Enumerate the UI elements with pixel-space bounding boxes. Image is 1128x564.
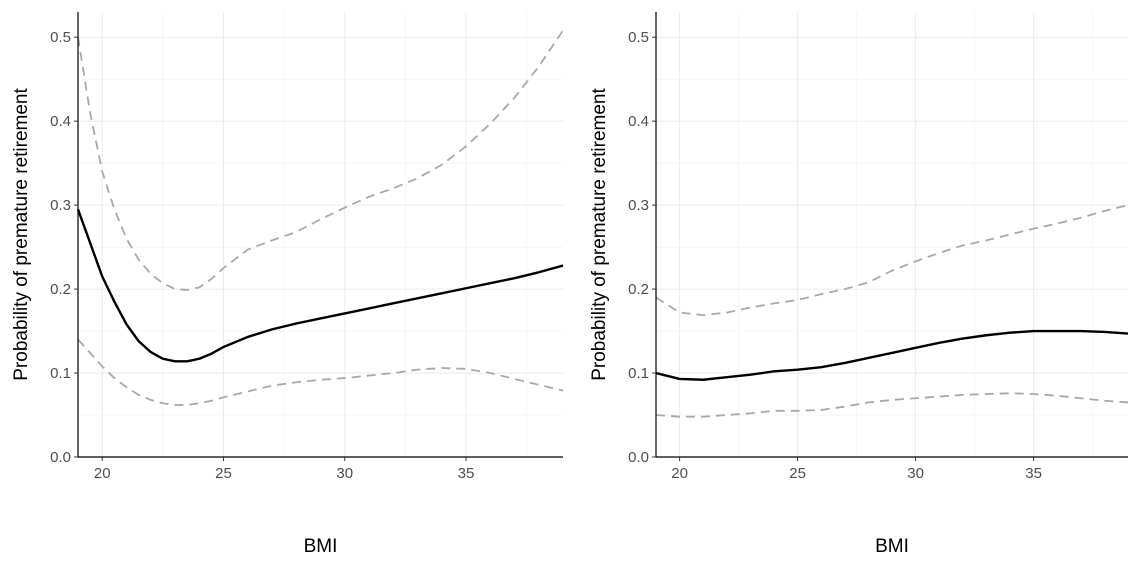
y-tick-label: 0.1: [50, 365, 71, 382]
chart-panel-1: 0.0 0.1 0.2 0.3 0.4 0.5 20 25 30 35 BMI Probability…: [11, 12, 564, 557]
chart-panel-2: 0.0 0.1 0.2 0.3 0.4 0.5 20 25 30 35 BMI Probability…: [589, 12, 1128, 557]
x-tick-label: 30: [907, 465, 924, 482]
y-tick-label: 0.3: [628, 197, 649, 214]
x-axis-title: BMI: [875, 536, 909, 557]
y-tick-label: 0.5: [50, 29, 71, 46]
y-tick-label: 0.4: [628, 113, 649, 130]
x-axis-title: BMI: [304, 536, 338, 557]
y-axis-title: Probability of premature retirement: [589, 88, 610, 381]
y-tick-label: 0.0: [628, 449, 649, 466]
y-tick-label: 0.3: [50, 197, 71, 214]
series-line-lower: [655, 392, 1128, 418]
series-line-lower: [77, 338, 564, 406]
x-tick-label: 20: [671, 465, 688, 482]
x-tick-label: 30: [336, 465, 353, 482]
x-tick-label: 35: [1025, 465, 1042, 482]
x-tick-label: 20: [94, 465, 111, 482]
series-line-upper: [655, 204, 1128, 316]
x-tick-label: 25: [215, 465, 232, 482]
y-axis-title: Probability of premature retirement: [11, 88, 32, 381]
y-tick-label: 0.1: [628, 365, 649, 382]
x-tick-label: 25: [789, 465, 806, 482]
x-tick-label: 35: [458, 465, 475, 482]
series-line-estimate: [76, 208, 564, 363]
y-tick-label: 0.2: [628, 281, 649, 298]
y-tick-label: 0.0: [50, 449, 71, 466]
series-line-estimate: [655, 329, 1128, 381]
series-line-upper: [77, 29, 564, 291]
y-tick-label: 0.2: [50, 281, 71, 298]
y-tick-label: 0.4: [50, 113, 71, 130]
y-tick-label: 0.5: [628, 29, 649, 46]
